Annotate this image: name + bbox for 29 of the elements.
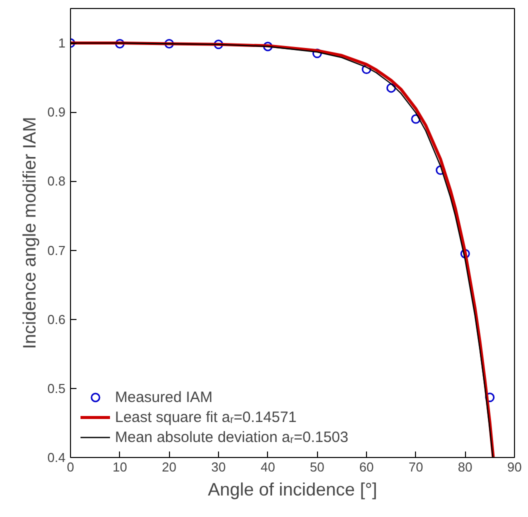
y-tick-label: 0.4: [47, 450, 66, 465]
point: [386, 83, 396, 93]
x-tick-label: 0: [66, 460, 74, 474]
x-tick-label: 40: [260, 460, 276, 474]
point: [411, 114, 421, 124]
x-axis-title: Angle of incidence [°]: [208, 480, 378, 500]
x-tick-label: 30: [211, 460, 226, 474]
y-tick-label: 0.9: [47, 104, 66, 120]
legend-label: Mean absolute deviation aᵣ=0.1503: [115, 428, 348, 446]
x-tick-label: 50: [310, 460, 324, 474]
point: [214, 40, 224, 50]
x-tick-label: 60: [359, 460, 374, 474]
y-tick-label: 0.8: [47, 174, 66, 189]
x-tick-label: 10: [112, 460, 128, 474]
x-tick-label: 80: [458, 460, 472, 474]
point: [485, 392, 495, 402]
y-tick-label: 0.5: [47, 380, 66, 396]
legend-label: Least square fit aᵣ=0.14571: [115, 408, 297, 426]
y-axis-title: Incidence angle modifier IAM: [19, 116, 40, 350]
x-tick-label: 90: [507, 460, 522, 474]
point: [164, 38, 174, 48]
y-tick-label: 0.6: [47, 312, 66, 327]
point: [115, 38, 125, 48]
y-tick-label: 0.7: [47, 242, 66, 258]
x-tick-label: 20: [162, 460, 176, 474]
legend-label: Measured IAM: [115, 388, 213, 406]
x-tick-label: 70: [408, 460, 424, 474]
y-tick-label: 1: [58, 36, 66, 51]
point: [263, 42, 273, 52]
